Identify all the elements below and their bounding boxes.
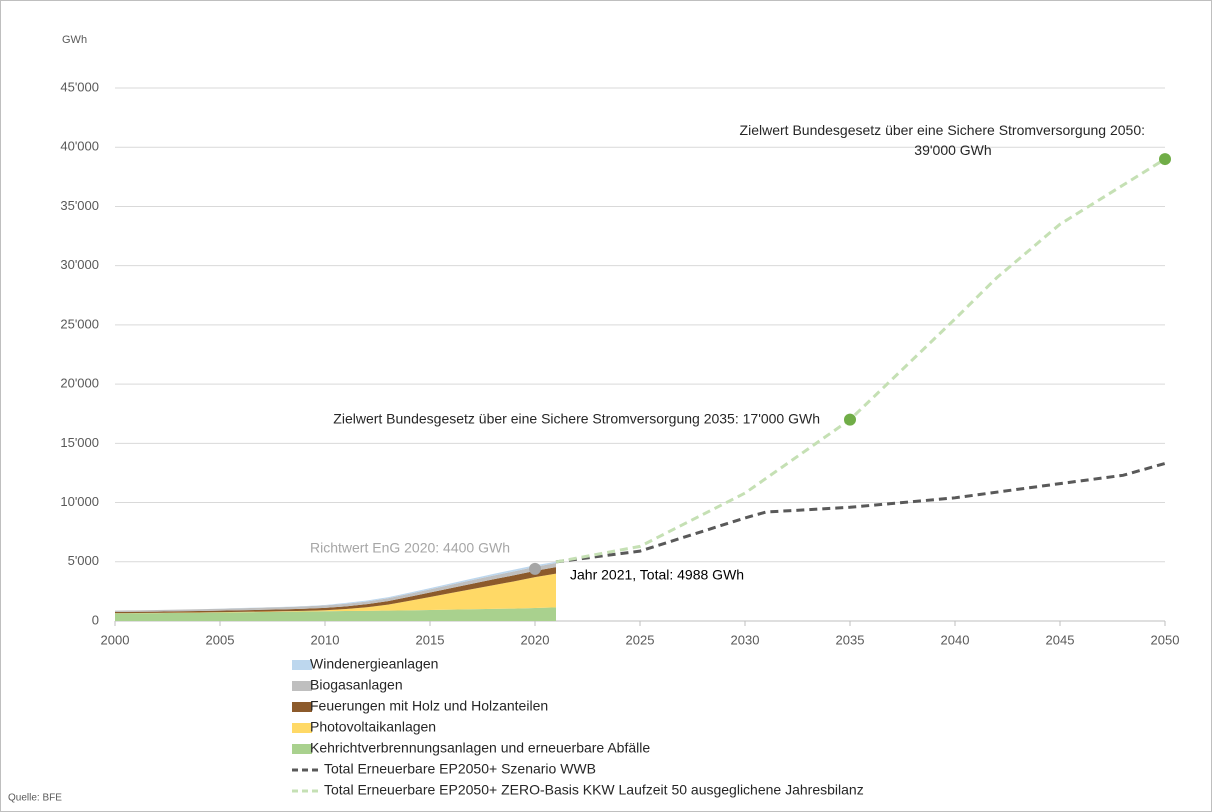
y-tick-label: 30'000 xyxy=(60,257,99,272)
legend-label: Photovoltaikanlagen xyxy=(310,719,436,735)
legend-swatch xyxy=(292,660,312,670)
annotation-marker xyxy=(529,562,541,575)
y-tick-label: 40'000 xyxy=(60,139,99,154)
x-tick-label: 2050 xyxy=(1151,632,1180,647)
y-tick-label: 25'000 xyxy=(60,316,99,331)
legend-swatch xyxy=(292,744,312,754)
x-tick-label: 2045 xyxy=(1046,632,1075,647)
x-tick-label: 2020 xyxy=(521,632,550,647)
annotation: Zielwert Bundesgesetz über eine Sichere … xyxy=(333,410,820,426)
line xyxy=(555,462,1166,564)
area xyxy=(115,607,556,621)
y-tick-label: 0 xyxy=(92,612,99,627)
area xyxy=(115,573,556,614)
y-tick-label: 20'000 xyxy=(60,376,99,391)
legend-label: Total Erneuerbare EP2050+ ZERO-Basis KKW… xyxy=(324,782,864,798)
legend-swatch xyxy=(292,681,312,691)
annotation: Jahr 2021, Total: 4988 GWh xyxy=(570,567,744,583)
legend-label: Biogasanlagen xyxy=(310,677,403,693)
y-tick-label: 35'000 xyxy=(60,198,99,213)
legend-label: Windenergieanlagen xyxy=(310,656,438,672)
x-tick-label: 2025 xyxy=(626,632,655,647)
y-unit: GWh xyxy=(62,34,87,46)
x-tick-label: 2035 xyxy=(836,632,865,647)
x-tick-label: 2010 xyxy=(311,632,340,647)
legend-swatch xyxy=(292,702,312,712)
x-tick-label: 2000 xyxy=(101,632,130,647)
source: Quelle: BFE xyxy=(8,793,62,804)
legend-label: Feuerungen mit Holz und Holzanteilen xyxy=(310,698,548,714)
annotation: Zielwert Bundesgesetz über eine Sichere … xyxy=(740,122,1145,138)
annotation: 39'000 GWh xyxy=(914,142,991,158)
legend-label: Kehrichtverbrennungsanlagen und erneuerb… xyxy=(310,740,650,756)
annotation-marker xyxy=(844,413,856,426)
x-tick-label: 2005 xyxy=(206,632,235,647)
y-tick-label: 5'000 xyxy=(68,553,99,568)
y-tick-label: 10'000 xyxy=(60,494,99,509)
x-tick-label: 2015 xyxy=(416,632,445,647)
annotation-marker xyxy=(1159,153,1171,166)
y-tick-label: 45'000 xyxy=(60,79,99,94)
line xyxy=(555,157,1166,564)
x-tick-label: 2040 xyxy=(941,632,970,647)
legend-swatch xyxy=(292,723,312,733)
annotation: Richtwert EnG 2020: 4400 GWh xyxy=(310,540,510,556)
y-tick-label: 15'000 xyxy=(60,435,99,450)
x-tick-label: 2030 xyxy=(731,632,760,647)
legend-label: Total Erneuerbare EP2050+ Szenario WWB xyxy=(324,761,596,777)
